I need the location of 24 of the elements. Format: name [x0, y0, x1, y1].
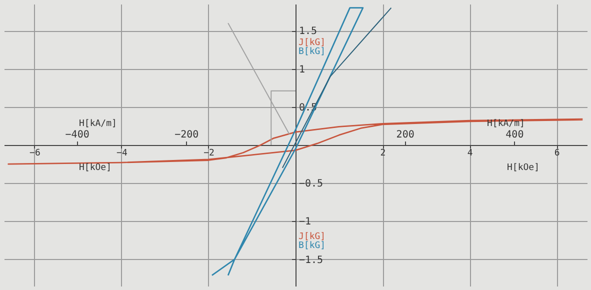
y-tick-label: 1.5 — [299, 26, 318, 38]
text: H[kOe] — [507, 163, 540, 173]
text: J[kG] — [298, 232, 326, 242]
x2-tick-label: −400 — [65, 130, 90, 140]
x-tick-label: 2 — [380, 148, 386, 158]
x-tick-label: −6 — [30, 148, 40, 158]
x2-axis-title: H[kA/m] — [79, 119, 117, 129]
text: H[kA/m] — [487, 119, 525, 129]
x2-tick-label: 400 — [506, 130, 524, 140]
x-tick-label: −4 — [116, 148, 128, 158]
x-tick-label: 6 — [554, 148, 560, 158]
series-label: B[kG] — [298, 47, 326, 57]
y-tick-label: −1.5 — [299, 254, 324, 266]
x-axis-title: H[kOe] — [79, 163, 112, 173]
x-tick-label: −2 — [204, 148, 214, 158]
text: B[kG] — [298, 241, 326, 251]
x-tick-label: 4 — [467, 148, 473, 158]
x2-tick-label: −200 — [174, 130, 199, 140]
line-series — [8, 118, 584, 165]
text: J[kG] — [298, 38, 326, 48]
y-tick-label: −1 — [299, 216, 312, 228]
x2-tick-label: 200 — [396, 130, 414, 140]
y-tick-label: 1 — [299, 64, 306, 76]
y-tick-label: −0.5 — [299, 178, 324, 190]
